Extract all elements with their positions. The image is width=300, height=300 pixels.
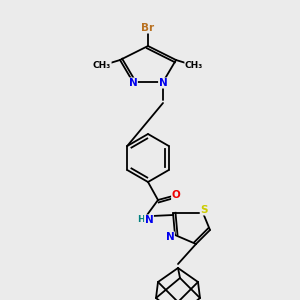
- Text: CH₃: CH₃: [93, 61, 111, 70]
- Text: N: N: [166, 232, 174, 242]
- Text: N: N: [145, 215, 153, 225]
- Text: CH₃: CH₃: [185, 61, 203, 70]
- Text: O: O: [172, 190, 180, 200]
- Text: Br: Br: [141, 23, 154, 33]
- Text: N: N: [129, 78, 137, 88]
- Text: H: H: [137, 215, 145, 224]
- Text: S: S: [200, 205, 208, 215]
- Text: N: N: [159, 78, 167, 88]
